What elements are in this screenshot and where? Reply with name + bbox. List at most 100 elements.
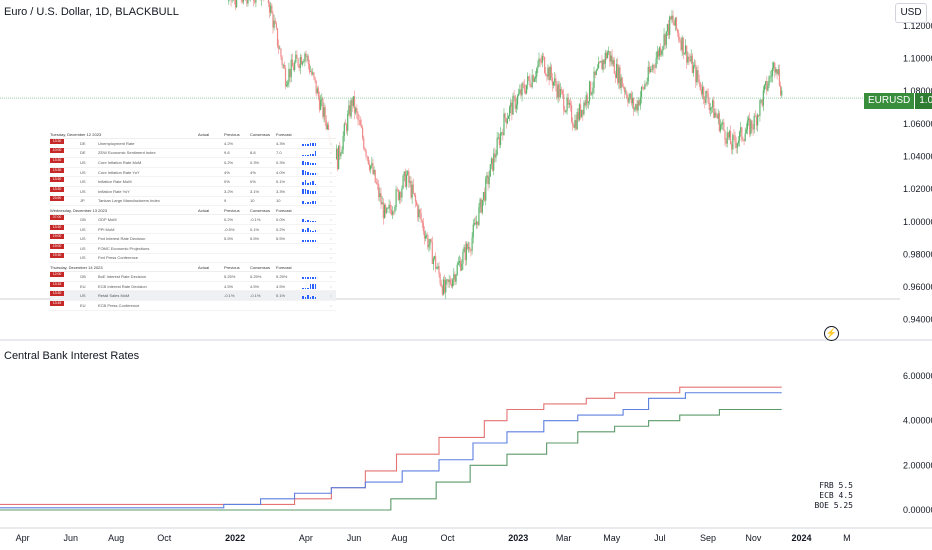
- candle-body: [514, 96, 516, 109]
- calendar-event-row[interactable]: 13:45 GMT EU ECB Press Conference ○: [50, 300, 336, 311]
- calendar-alert-icon: ○: [329, 245, 332, 251]
- candle-body: [768, 76, 770, 86]
- rate-legend-boe: BOE 5.25: [814, 501, 853, 510]
- time-tick-label: Apr: [299, 533, 313, 543]
- candle-body: [661, 50, 663, 55]
- sparkline-bar: [302, 161, 304, 166]
- candle-body: [726, 132, 728, 144]
- sparkline-bar: [312, 143, 314, 147]
- candle-body: [502, 132, 504, 136]
- candle-body: [284, 68, 287, 87]
- candle-body: [538, 58, 540, 66]
- calendar-event-row[interactable]: 07:00 GMT GB GDP MoM 0.2% -0.1% 0.0% ○: [50, 214, 336, 225]
- candle-body: [767, 85, 769, 91]
- candle-body: [777, 69, 779, 75]
- lightning-icon[interactable]: ⚡: [824, 326, 839, 341]
- candle-body: [515, 104, 518, 109]
- calendar-event-row[interactable]: 10:00 GMT DE ZEW Economic Sentiment Index 9…: [50, 148, 336, 159]
- candle-body: [345, 124, 348, 131]
- calendar-column-header: Previous: [224, 264, 240, 270]
- candle-body: [623, 87, 626, 93]
- candle-body: [318, 96, 321, 110]
- candle-body: [734, 135, 736, 143]
- calendar-event-row[interactable]: 13:30 GMT US Core Inflation Rate YoY 4% 4% 4.…: [50, 167, 336, 178]
- candle-body: [445, 280, 447, 293]
- candle-body: [499, 132, 502, 145]
- candle-body: [614, 73, 617, 78]
- calendar-alert-icon: ○: [329, 198, 332, 204]
- calendar-event-country: US: [80, 236, 86, 242]
- candle-body: [295, 54, 297, 63]
- calendar-event-row[interactable]: 13:15 GMT EU ECB Interest Rate Decision 4.5…: [50, 281, 336, 292]
- candle-body: [234, 0, 237, 8]
- candle-body: [701, 86, 704, 95]
- candle-body: [452, 279, 454, 287]
- candle-body: [522, 83, 524, 85]
- calendar-event-row[interactable]: 13:30 GMT US Inflation Rate MoM 0% 0% 0.1% ○: [50, 177, 336, 187]
- candle-body: [649, 69, 652, 73]
- candle-body: [246, 0, 248, 4]
- candle-body: [498, 137, 501, 145]
- candle-body: [634, 109, 636, 110]
- calendar-event-forecast: 0.1%: [276, 179, 286, 185]
- sparkline-bar: [312, 277, 314, 280]
- calendar-event-row[interactable]: 19:00 GMT US FOMC Economic Projections ○: [50, 243, 336, 254]
- candle-body: [561, 90, 564, 94]
- candle-body: [610, 55, 612, 62]
- candle-body: [414, 194, 417, 202]
- candle-body: [432, 258, 435, 264]
- candle-body: [744, 133, 746, 141]
- calendar-event-consensus: 4.5%: [250, 283, 260, 289]
- candle-body: [766, 81, 768, 91]
- calendar-event-row[interactable]: 13:30 GMT US Retail Sales MoM -0.1% -0.1% 0.1…: [50, 291, 336, 301]
- candle-body: [476, 221, 478, 225]
- candle-body: [563, 93, 565, 111]
- calendar-event-time: 19:30 GMT: [50, 253, 66, 262]
- candle-body: [322, 98, 324, 117]
- calendar-event-row[interactable]: 12:00 GMT GB BoE Interest Rate Decision 5.2…: [50, 271, 336, 282]
- calendar-event-country: US: [80, 255, 86, 261]
- calendar-event-name: PPI MoM: [98, 226, 115, 232]
- calendar-day-date: Tuesday, December 12 2023: [50, 131, 102, 137]
- candle-body: [349, 105, 351, 117]
- calendar-event-row[interactable]: 13:30 GMT US PPI MoM -0.5% 0.1% 0.2% ○: [50, 224, 336, 235]
- candle-body: [636, 104, 638, 111]
- calendar-event-row[interactable]: 23:50 GMT JP Tankan Large Manufacturers In…: [50, 196, 336, 207]
- candle-body: [781, 90, 783, 96]
- calendar-event-row[interactable]: 19:00 GMT US Fed Interest Rate Decision 5.5…: [50, 234, 336, 244]
- calendar-event-row[interactable]: 13:30 GMT DE Unemployment Rate 4.2% 4.3% ○: [50, 138, 336, 149]
- candle-body: [273, 20, 275, 28]
- candle-body: [312, 72, 314, 75]
- candle-body: [700, 89, 703, 95]
- candle-body: [493, 153, 495, 171]
- candle-body: [424, 235, 427, 239]
- candle-body: [386, 207, 388, 213]
- candle-body: [560, 88, 563, 91]
- currency-button[interactable]: USD: [895, 3, 927, 23]
- rate-legend: FRB 5.5 ECB 4.5 BOE 5.25: [795, 481, 853, 511]
- candle-body: [717, 113, 719, 119]
- sparkline-bar: [314, 183, 316, 185]
- candle-body: [595, 70, 597, 75]
- calendar-event-time: 13:15 GMT: [50, 281, 66, 291]
- candle-body: [645, 84, 647, 85]
- calendar-event-forecast: 7.0: [276, 150, 282, 156]
- candle-body: [722, 122, 724, 125]
- calendar-alert-icon: ○: [329, 216, 332, 222]
- calendar-event-sparkline: [302, 302, 322, 308]
- candle-body: [630, 93, 632, 104]
- sparkline-bar: [309, 153, 311, 156]
- candle-body: [316, 88, 318, 94]
- calendar-event-row[interactable]: 19:30 GMT US Fed Press Conference ○: [50, 253, 336, 264]
- sparkline-bar: [304, 288, 306, 290]
- calendar-event-country: US: [80, 179, 86, 185]
- candle-body: [629, 93, 631, 98]
- candle-body: [654, 67, 656, 68]
- calendar-alert-icon: ○: [329, 302, 332, 308]
- candle-body: [393, 211, 395, 213]
- calendar-event-row[interactable]: 13:30 GMT US Inflation Rate YoY 3.2% 3.1% 3.3…: [50, 186, 336, 197]
- price-tick-label: 0.98000: [903, 249, 932, 259]
- calendar-event-row[interactable]: 13:30 GMT US Core Inflation Rate MoM 0.2% 0.…: [50, 157, 336, 168]
- candle-body: [736, 143, 738, 148]
- candle-body: [551, 77, 554, 86]
